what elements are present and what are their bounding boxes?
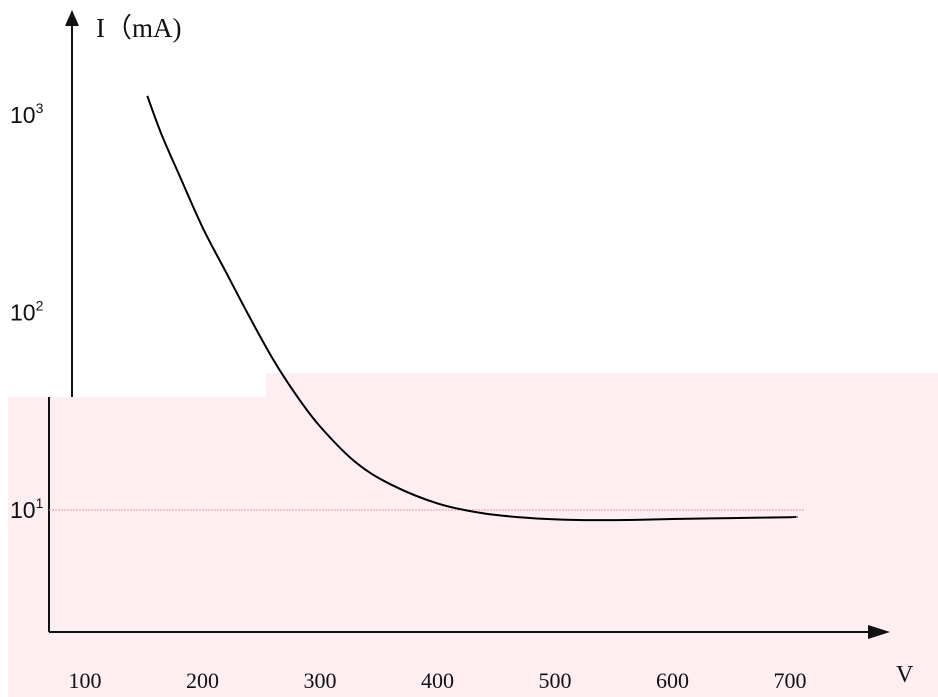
x-tick-label: 600 xyxy=(656,668,689,693)
x-tick-labels: 100 200 300 400 500 600 700 xyxy=(69,668,807,693)
series-line xyxy=(146,95,798,522)
y-tick-base: 10 xyxy=(10,300,36,326)
x-tick-label: 300 xyxy=(304,668,337,693)
x-tick-label: 100 xyxy=(69,668,102,693)
x-tick-label: 700 xyxy=(774,668,807,693)
y-tick-base: 10 xyxy=(10,102,36,128)
x-axis-title: V xyxy=(896,662,914,688)
background-band xyxy=(8,397,938,697)
x-axis-arrow xyxy=(868,625,890,639)
y-tick-label: 103 xyxy=(10,100,44,128)
y-axis-arrow xyxy=(65,10,79,26)
background-band-step xyxy=(266,373,938,399)
y-tick-base: 10 xyxy=(10,497,36,523)
series-layer xyxy=(146,95,798,522)
x-tick-label: 200 xyxy=(186,668,219,693)
y-tick-label: 101 xyxy=(10,495,44,523)
x-tick-label: 500 xyxy=(539,668,572,693)
y-tick-exponent: 3 xyxy=(36,100,44,116)
y-tick-label: 102 xyxy=(10,298,44,326)
y-axis-title: I（mA) xyxy=(96,13,182,43)
y-tick-exponent: 1 xyxy=(36,495,44,511)
y-tick-exponent: 2 xyxy=(36,298,44,314)
x-tick-label: 400 xyxy=(421,668,454,693)
